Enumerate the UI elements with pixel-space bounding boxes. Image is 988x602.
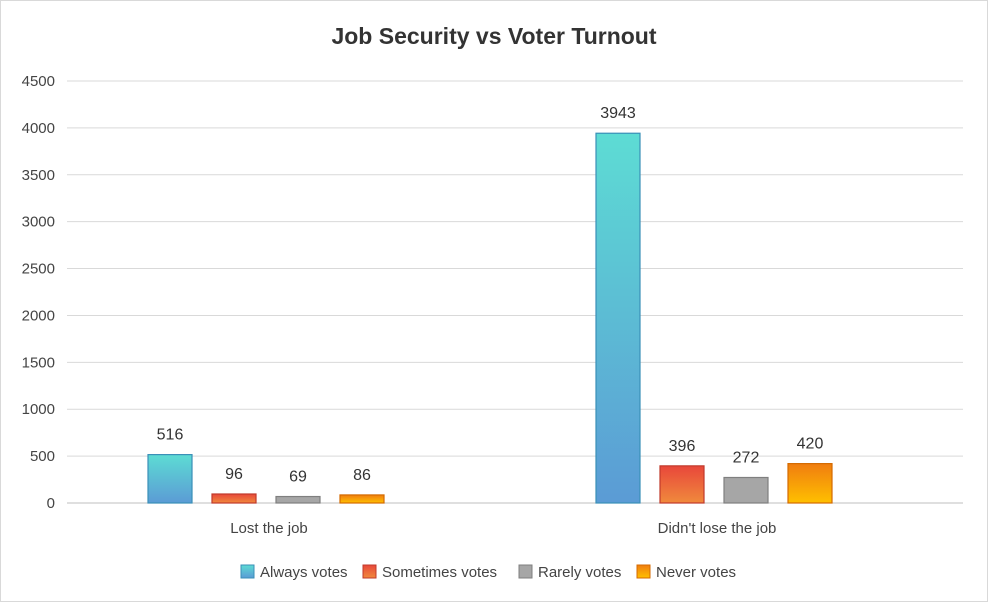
y-tick-label: 4500 [22,73,55,90]
bar-always-votes [147,454,193,504]
legend-swatch [362,564,377,579]
y-tick-label: 2000 [22,307,55,324]
y-tick-label: 2500 [22,261,55,278]
y-tick-label: 3000 [22,214,55,231]
data-label: 420 [797,436,824,453]
bar-never-votes [787,463,833,504]
y-tick-label: 500 [30,448,55,465]
y-tick-label: 1000 [22,401,55,418]
x-axis-categories: Lost the job Didn't lose the job [230,520,776,537]
bar-rarely-votes [723,476,769,504]
legend-swatch [518,564,533,579]
gridlines [67,80,963,504]
legend-item: Rarely votes [518,564,621,581]
legend-item: Never votes [636,564,736,581]
legend-label: Always votes [260,564,348,581]
chart-title: Job Security vs Voter Turnout [331,23,656,49]
bar-sometimes-votes [211,493,257,504]
data-label: 3943 [600,105,636,122]
data-label: 69 [289,469,307,486]
legend-label: Rarely votes [538,564,621,581]
y-tick-label: 3500 [22,167,55,184]
bar-rarely-votes [275,495,321,504]
data-label: 272 [733,449,760,466]
data-label: 396 [669,438,696,455]
category-label: Lost the job [230,520,308,537]
category-label: Didn't lose the job [658,520,777,537]
legend: Always votes Sometimes votes Rarely votes N… [240,564,736,581]
bars [147,132,833,504]
legend-label: Never votes [656,564,736,581]
legend-swatch [240,564,255,579]
data-label: 86 [353,467,371,484]
data-label: 516 [157,427,184,444]
y-tick-label: 1500 [22,354,55,371]
legend-item: Sometimes votes [362,564,497,581]
y-axis-ticks: 0 500 1000 1500 2000 2500 3000 3500 4000 4500 [22,73,55,512]
legend-label: Sometimes votes [382,564,497,581]
y-tick-label: 4000 [22,120,55,137]
data-label: 96 [225,466,243,483]
legend-swatch [636,564,651,579]
bar-always-votes [595,132,641,504]
bar-never-votes [339,494,385,504]
data-labels: 516 96 69 86 3943 396 272 420 [157,105,824,485]
y-tick-label: 0 [47,495,55,512]
legend-item: Always votes [240,564,348,581]
bar-sometimes-votes [659,465,705,504]
